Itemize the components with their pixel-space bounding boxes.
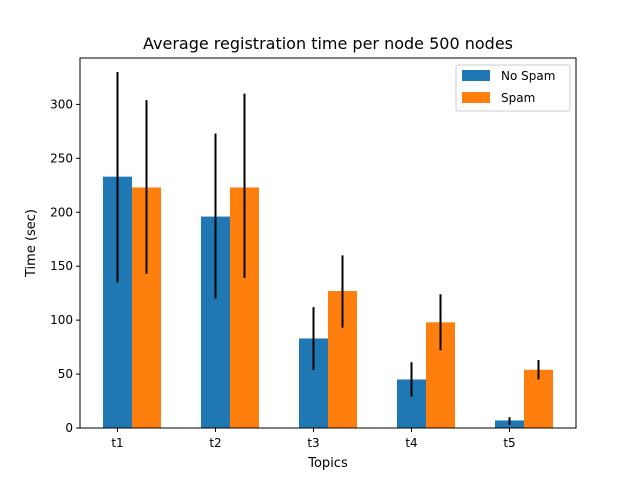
y-tick-label-300: 300	[50, 97, 73, 111]
legend: No Spam Spam	[455, 64, 571, 112]
legend-swatch-spam	[462, 92, 490, 103]
chart-title: Average registration time per node 500 n…	[143, 34, 513, 53]
y-axis: 0 50 100 150 200 250 300	[50, 97, 80, 435]
y-tick-label-150: 150	[50, 259, 73, 273]
legend-label-spam: Spam	[501, 91, 535, 105]
y-tick-label-250: 250	[50, 151, 73, 165]
x-tick-label-t5: t5	[503, 436, 515, 450]
y-tick-label-0: 0	[65, 421, 73, 435]
x-tick-label-t1: t1	[111, 436, 123, 450]
x-axis-label: Topics	[307, 456, 348, 471]
legend-swatch-no-spam	[462, 70, 490, 81]
plot-frame	[79, 57, 577, 429]
bars-layer	[103, 176, 553, 428]
error-bars-layer	[116, 72, 540, 425]
x-tick-label-t4: t4	[405, 436, 417, 450]
y-tick-label-200: 200	[50, 205, 73, 219]
y-tick-label-100: 100	[50, 313, 73, 327]
x-axis: t1 t2 t3 t4 t5	[111, 428, 516, 450]
y-axis-label: Time (sec)	[24, 209, 39, 278]
y-tick-label-50: 50	[58, 367, 73, 381]
x-tick-label-t3: t3	[307, 436, 319, 450]
x-tick-label-t2: t2	[209, 436, 221, 450]
legend-label-no-spam: No Spam	[501, 69, 555, 83]
